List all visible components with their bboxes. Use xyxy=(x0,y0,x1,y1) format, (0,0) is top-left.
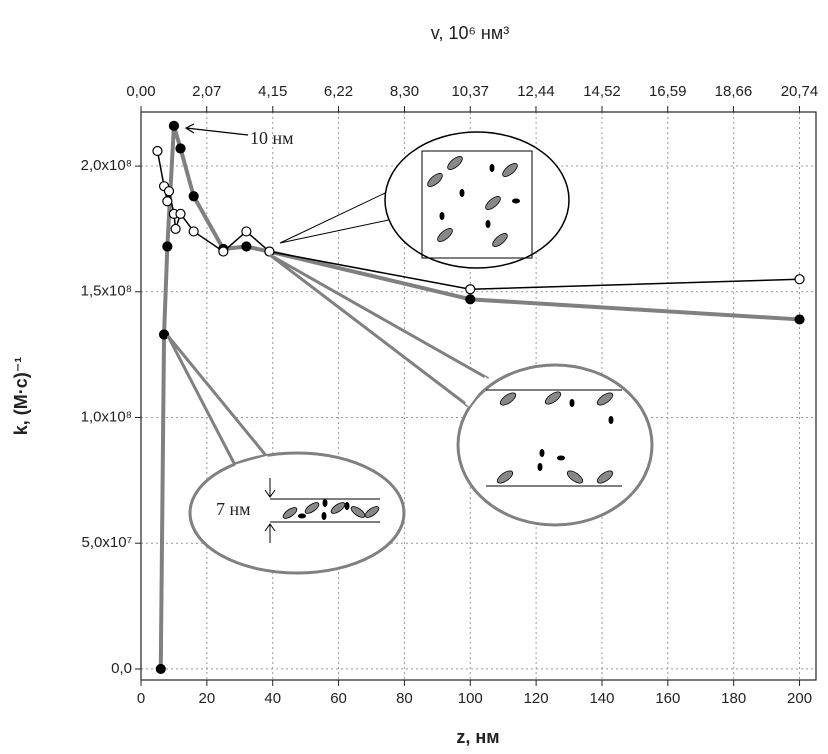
x2-tick-label: 18,66 xyxy=(715,83,753,100)
callout-top xyxy=(279,131,570,269)
data-point xyxy=(162,196,173,207)
x2-tick-label: 6,22 xyxy=(324,83,353,100)
x2-tick-label: 4,15 xyxy=(258,83,287,100)
x-tick-label: 0 xyxy=(137,690,145,707)
x2-tick-label: 16,59 xyxy=(649,83,687,100)
data-point xyxy=(168,120,180,131)
annotation: 7 нм xyxy=(216,499,251,519)
data-point xyxy=(175,208,186,219)
x2-tick-label: 14,52 xyxy=(583,83,621,100)
x2-tick-label: 0,00 xyxy=(126,83,155,100)
annotation: 10 нм xyxy=(250,128,294,148)
data-point xyxy=(152,145,163,157)
data-point xyxy=(188,191,199,202)
data-point xyxy=(162,241,173,252)
data-point xyxy=(158,329,170,340)
data-point xyxy=(465,294,476,305)
data-point xyxy=(218,246,229,257)
data-point xyxy=(465,284,476,295)
x-tick-label: 180 xyxy=(721,690,746,707)
x2-tick-label: 20,74 xyxy=(781,83,819,100)
x-tick-label: 20 xyxy=(199,690,216,707)
x-tick-label: 120 xyxy=(524,690,549,707)
callout-right xyxy=(269,253,654,527)
data-point xyxy=(264,246,275,257)
arrow-annotation: 10 нм xyxy=(184,123,294,148)
data-point xyxy=(163,186,175,197)
data-point xyxy=(794,314,805,325)
y-tick-label: 1,0x10⁸ xyxy=(81,408,132,425)
plot: 0 20 40 60 80 100 120 140 160 180 200 0,00 2,07 4,15 6… xyxy=(81,83,819,707)
data-point xyxy=(155,663,166,675)
x-tick-label: 60 xyxy=(330,690,347,707)
y-tick-label: 0,0 xyxy=(111,660,132,677)
x-tick-label: 140 xyxy=(589,690,614,707)
top-axis-title: v, 10⁶ нм³ xyxy=(431,23,509,43)
data-point xyxy=(175,143,186,154)
plot-frame xyxy=(140,111,817,681)
x2-tick-label: 8,30 xyxy=(390,83,419,100)
x-tick-label: 100 xyxy=(458,690,483,707)
y-tick-label: 5,0x10⁷ xyxy=(82,534,132,551)
y-tick-label: 1,5x10⁸ xyxy=(81,283,132,300)
data-point xyxy=(188,226,199,237)
x-tick-label: 80 xyxy=(396,690,413,707)
x2-tick-label: 12,44 xyxy=(517,83,555,100)
x2-tick-label: 10,37 xyxy=(451,83,489,100)
data-point xyxy=(241,241,252,252)
y-tick-label: 2,0x10⁸ xyxy=(81,157,132,174)
data-point xyxy=(170,223,181,235)
x-tick-label: 40 xyxy=(264,690,281,707)
callout-bottom: 7 нм xyxy=(166,335,406,575)
x-tick-label: 160 xyxy=(655,690,680,707)
y-axis-title: k, (M·c)⁻¹ xyxy=(11,357,31,436)
x2-tick-label: 2,07 xyxy=(192,83,221,100)
data-point xyxy=(794,274,805,285)
x-tick-label: 200 xyxy=(787,690,812,707)
x-axis-title: z, нм xyxy=(456,727,499,747)
data-point xyxy=(241,226,252,237)
